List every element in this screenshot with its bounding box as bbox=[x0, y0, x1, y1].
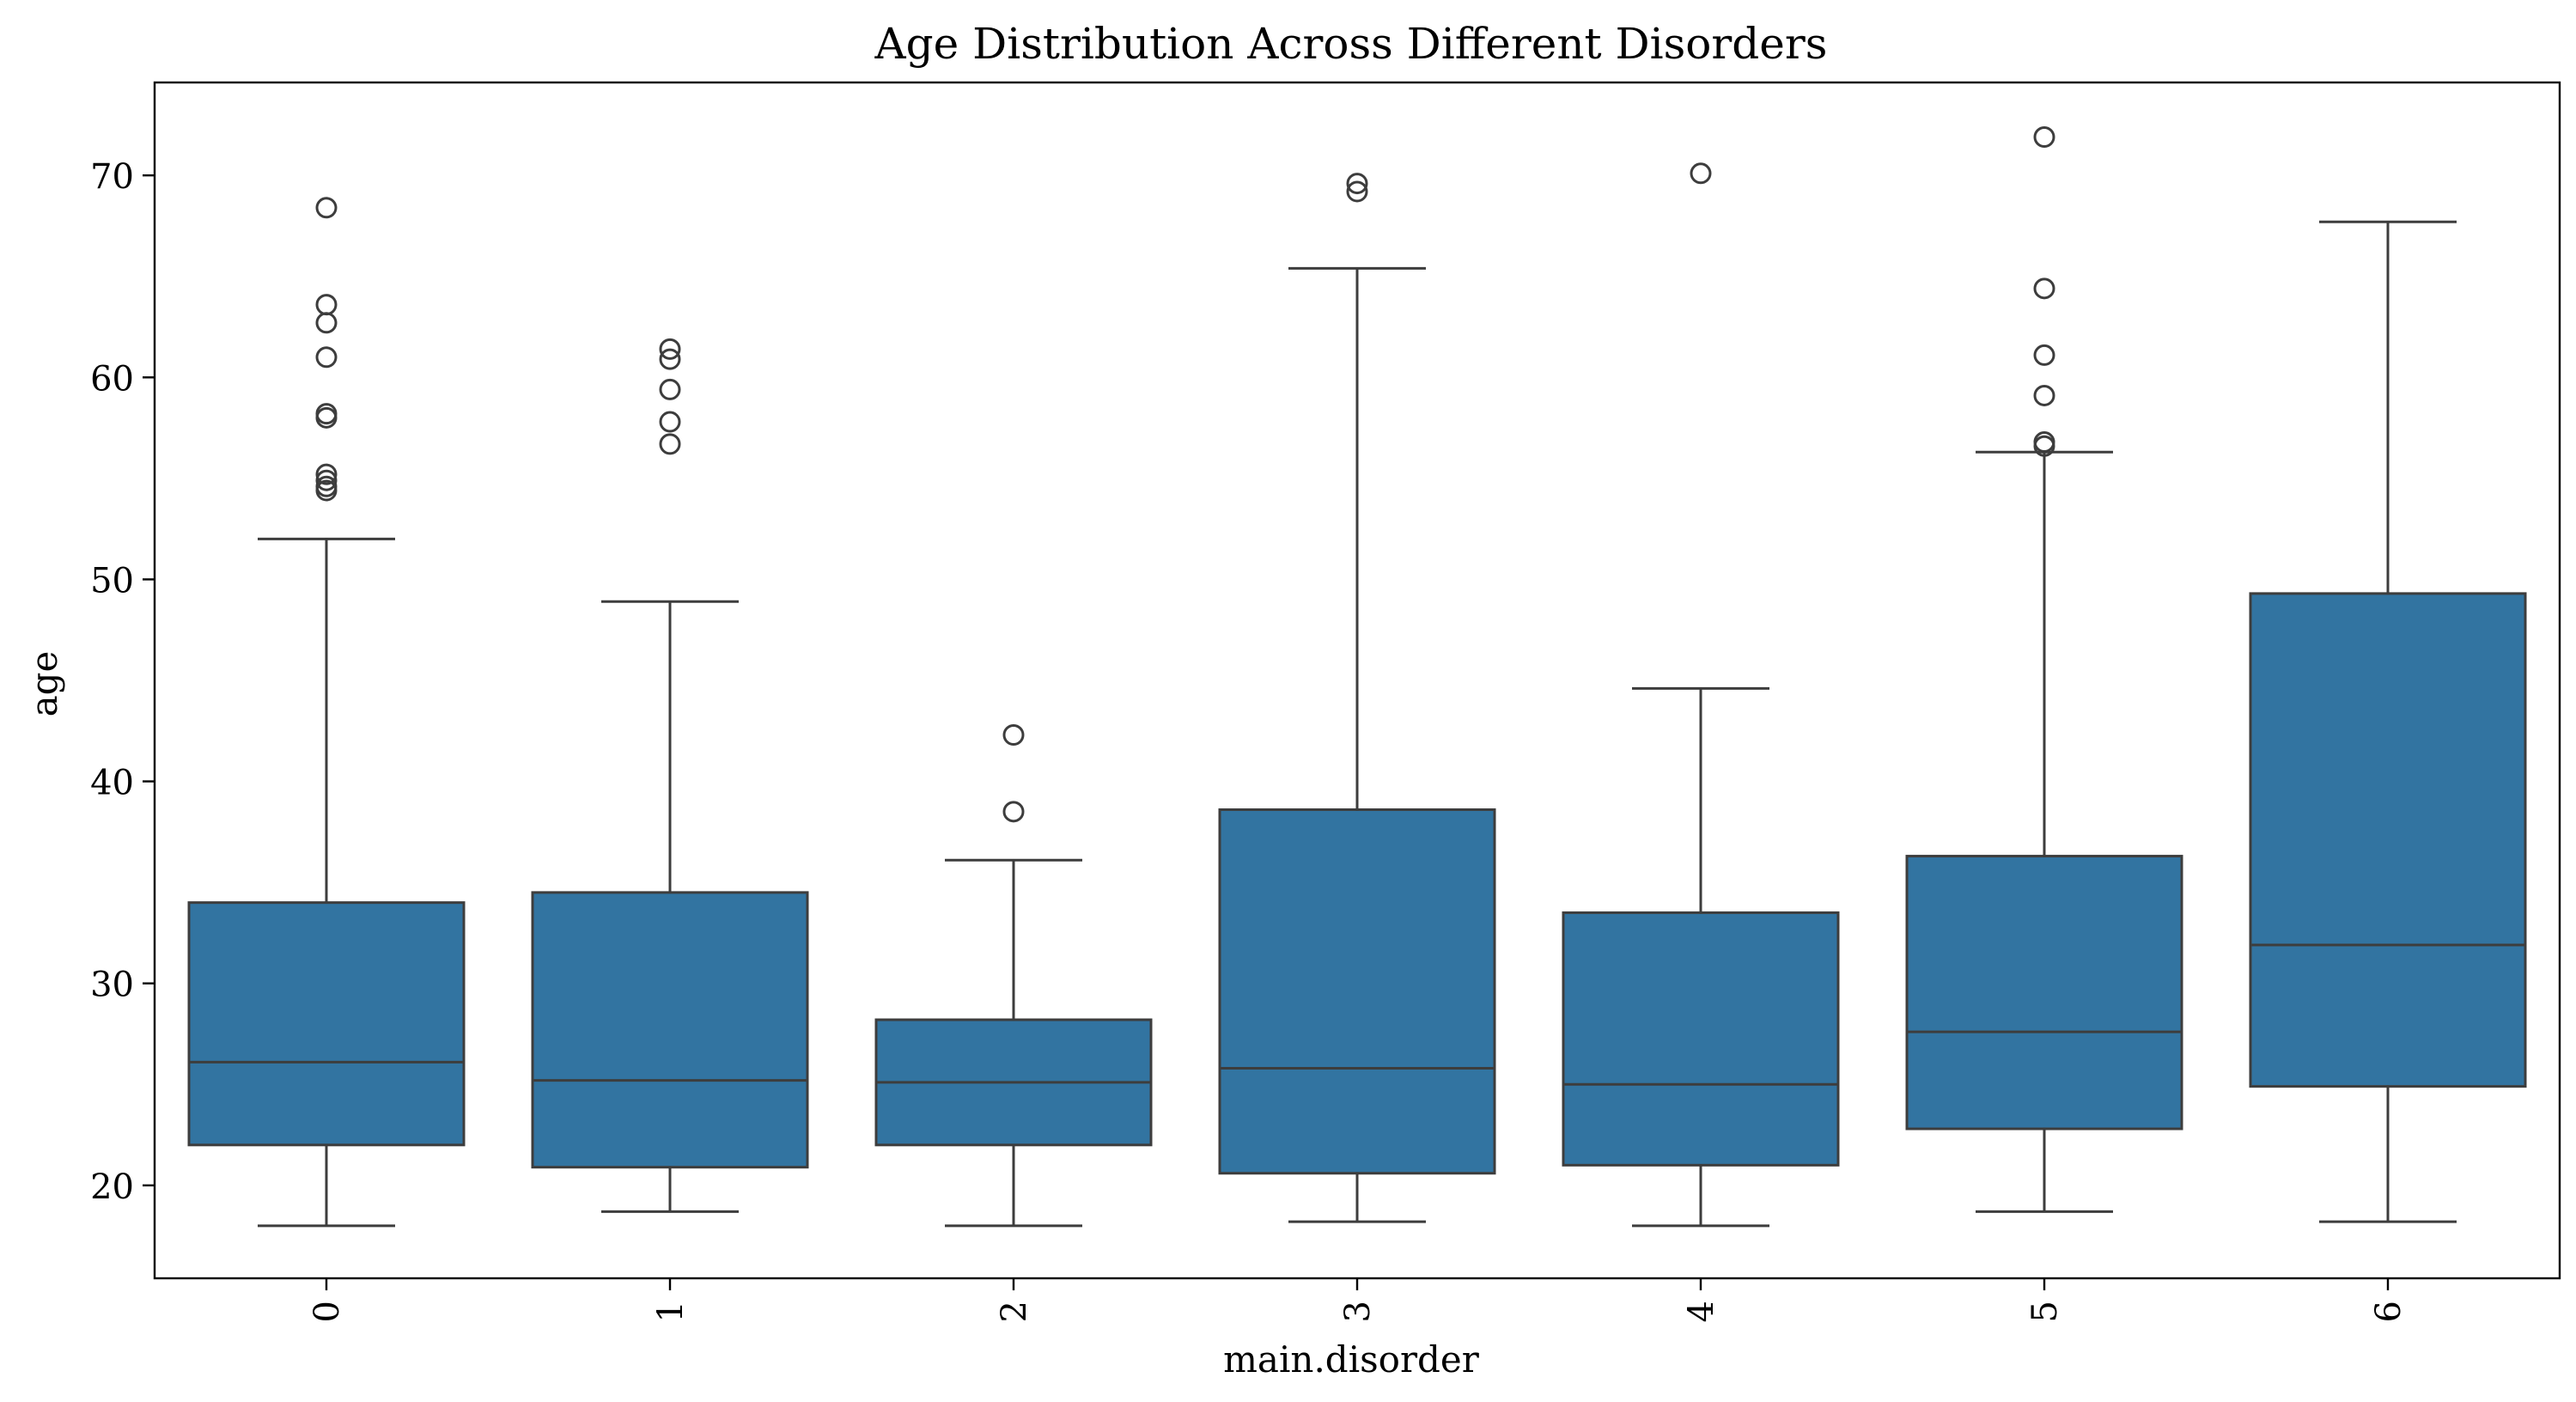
outlier-point bbox=[315, 294, 338, 316]
y-tick-label: 30 bbox=[90, 966, 134, 1005]
y-axis-label: age bbox=[23, 651, 65, 717]
y-tick-label: 20 bbox=[90, 1167, 134, 1207]
outlier-point bbox=[659, 433, 681, 455]
y-tick-label: 70 bbox=[90, 157, 134, 197]
outlier-point bbox=[315, 463, 338, 485]
outlier-point bbox=[315, 406, 338, 429]
outlier-point bbox=[315, 312, 338, 334]
x-tick-label: 0 bbox=[308, 1301, 347, 1322]
x-tick-label: 3 bbox=[1338, 1301, 1378, 1322]
outlier-point bbox=[1002, 801, 1025, 823]
box-body bbox=[1218, 808, 1496, 1175]
x-tick-label: 4 bbox=[1682, 1301, 1721, 1322]
outlier-point bbox=[315, 469, 338, 491]
box-body bbox=[187, 901, 466, 1147]
outlier-point bbox=[2033, 277, 2055, 300]
box-body bbox=[1905, 855, 2183, 1131]
outlier-point bbox=[1346, 173, 1368, 195]
outlier-point bbox=[659, 378, 681, 400]
outlier-point bbox=[315, 346, 338, 369]
box-body bbox=[1562, 911, 1840, 1167]
outlier-point bbox=[2033, 384, 2055, 406]
plot-area: 20 30 40 50 60 70 0 1 2 3 4 5 6 bbox=[90, 81, 2561, 1322]
outlier-point bbox=[659, 411, 681, 433]
x-axis-label: main.disorder bbox=[1223, 1338, 1480, 1381]
y-tick-label: 60 bbox=[90, 359, 134, 399]
outlier-point bbox=[2033, 125, 2055, 148]
outlier-point bbox=[1690, 162, 1712, 185]
outlier-point bbox=[2033, 435, 2055, 457]
x-tick-label: 5 bbox=[2025, 1301, 2065, 1322]
x-tick-label: 1 bbox=[651, 1301, 691, 1322]
plot-frame bbox=[153, 81, 2561, 1280]
outlier-point bbox=[1002, 723, 1025, 746]
outlier-point bbox=[315, 479, 338, 502]
chart-title: Age Distribution Across Different Disord… bbox=[874, 19, 1828, 69]
y-tick-label: 50 bbox=[90, 561, 134, 600]
outlier-point bbox=[315, 197, 338, 219]
outlier-point bbox=[2033, 344, 2055, 366]
outlier-point bbox=[659, 338, 681, 360]
box-body bbox=[531, 891, 809, 1169]
outlier-point bbox=[659, 348, 681, 370]
y-tick-label: 40 bbox=[90, 764, 134, 803]
x-tick-label: 6 bbox=[2369, 1301, 2409, 1322]
outlier-point bbox=[1346, 180, 1368, 203]
x-tick-label: 2 bbox=[995, 1301, 1034, 1322]
box-body bbox=[2249, 592, 2527, 1088]
